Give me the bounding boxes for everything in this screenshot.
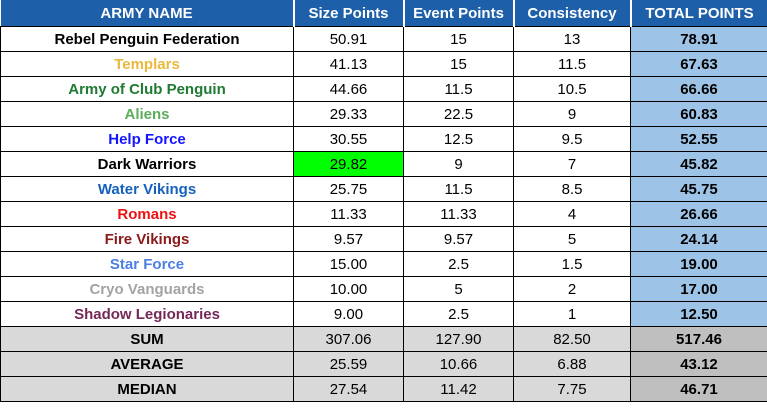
event-points-cell: 5 xyxy=(403,276,514,302)
total-points-cell: 78.91 xyxy=(630,26,767,52)
total-points-cell: 67.63 xyxy=(630,51,767,77)
army-name-cell: Help Force xyxy=(0,126,294,152)
header-army-name: ARMY NAME xyxy=(0,0,295,27)
header-event-points: Event Points xyxy=(402,0,515,27)
size-points-cell: 41.13 xyxy=(293,51,404,77)
consistency-cell: 13 xyxy=(513,26,631,52)
summary-size-points-cell: 307.06 xyxy=(293,326,404,352)
table-row: Fire Vikings 9.57 9.57 5 24.14 xyxy=(0,226,767,252)
event-points-cell: 22.5 xyxy=(403,101,514,127)
army-name-cell: Romans xyxy=(0,201,294,227)
army-name-cell: Fire Vikings xyxy=(0,226,294,252)
army-name-cell: Aliens xyxy=(0,101,294,127)
event-points-cell: 11.5 xyxy=(403,76,514,102)
summary-consistency-cell: 6.88 xyxy=(513,351,631,377)
summary-total-points-cell: 517.46 xyxy=(630,326,767,352)
summary-size-points-cell: 25.59 xyxy=(293,351,404,377)
consistency-cell: 4 xyxy=(513,201,631,227)
size-points-cell: 44.66 xyxy=(293,76,404,102)
summary-total-points-cell: 43.12 xyxy=(630,351,767,377)
total-points-cell: 12.50 xyxy=(630,301,767,327)
table-row: Water Vikings 25.75 11.5 8.5 45.75 xyxy=(0,176,767,202)
event-points-cell: 15 xyxy=(403,51,514,77)
table-row: Dark Warriors 29.82 9 7 45.82 xyxy=(0,151,767,177)
table-row: Aliens 29.33 22.5 9 60.83 xyxy=(0,101,767,127)
army-name-cell: Dark Warriors xyxy=(0,151,294,177)
army-name-cell: Rebel Penguin Federation xyxy=(0,26,294,52)
table-row: Shadow Legionaries 9.00 2.5 1 12.50 xyxy=(0,301,767,327)
summary-row-sum: SUM 307.06 127.90 82.50 517.46 xyxy=(0,326,767,352)
summary-label-cell: AVERAGE xyxy=(0,351,294,377)
summary-label-cell: SUM xyxy=(0,326,294,352)
summary-event-points-cell: 127.90 xyxy=(403,326,514,352)
consistency-cell: 11.5 xyxy=(513,51,631,77)
consistency-cell: 2 xyxy=(513,276,631,302)
event-points-cell: 2.5 xyxy=(403,251,514,277)
size-points-cell: 15.00 xyxy=(293,251,404,277)
total-points-cell: 26.66 xyxy=(630,201,767,227)
event-points-cell: 9 xyxy=(403,151,514,177)
table-row: Cryo Vanguards 10.00 5 2 17.00 xyxy=(0,276,767,302)
size-points-cell: 50.91 xyxy=(293,26,404,52)
total-points-cell: 19.00 xyxy=(630,251,767,277)
summary-size-points-cell: 27.54 xyxy=(293,376,404,402)
army-name-cell: Cryo Vanguards xyxy=(0,276,294,302)
size-points-cell: 25.75 xyxy=(293,176,404,202)
consistency-cell: 8.5 xyxy=(513,176,631,202)
table-row: Romans 11.33 11.33 4 26.66 xyxy=(0,201,767,227)
consistency-cell: 9.5 xyxy=(513,126,631,152)
army-name-cell: Army of Club Penguin xyxy=(0,76,294,102)
event-points-cell: 2.5 xyxy=(403,301,514,327)
header-row: ARMY NAME Size Points Event Points Consi… xyxy=(0,0,767,27)
size-points-cell: 10.00 xyxy=(293,276,404,302)
total-points-cell: 60.83 xyxy=(630,101,767,127)
summary-label-cell: MEDIAN xyxy=(0,376,294,402)
size-points-cell: 9.00 xyxy=(293,301,404,327)
table-row: Army of Club Penguin 44.66 11.5 10.5 66.66 xyxy=(0,76,767,102)
table-row: Templars 41.13 15 11.5 67.63 xyxy=(0,51,767,77)
event-points-cell: 11.5 xyxy=(403,176,514,202)
event-points-cell: 9.57 xyxy=(403,226,514,252)
table-row: Star Force 15.00 2.5 1.5 19.00 xyxy=(0,251,767,277)
total-points-cell: 66.66 xyxy=(630,76,767,102)
size-points-cell: 30.55 xyxy=(293,126,404,152)
summary-consistency-cell: 7.75 xyxy=(513,376,631,402)
total-points-cell: 45.75 xyxy=(630,176,767,202)
summary-event-points-cell: 10.66 xyxy=(403,351,514,377)
army-name-cell: Shadow Legionaries xyxy=(0,301,294,327)
consistency-cell: 1.5 xyxy=(513,251,631,277)
header-size-points: Size Points xyxy=(292,0,405,27)
consistency-cell: 5 xyxy=(513,226,631,252)
event-points-cell: 15 xyxy=(403,26,514,52)
summary-consistency-cell: 82.50 xyxy=(513,326,631,352)
consistency-cell: 7 xyxy=(513,151,631,177)
size-points-cell: 29.33 xyxy=(293,101,404,127)
army-name-cell: Water Vikings xyxy=(0,176,294,202)
event-points-cell: 12.5 xyxy=(403,126,514,152)
consistency-cell: 1 xyxy=(513,301,631,327)
total-points-cell: 52.55 xyxy=(630,126,767,152)
consistency-cell: 10.5 xyxy=(513,76,631,102)
total-points-cell: 17.00 xyxy=(630,276,767,302)
total-points-cell: 24.14 xyxy=(630,226,767,252)
total-points-cell: 45.82 xyxy=(630,151,767,177)
army-name-cell: Templars xyxy=(0,51,294,77)
size-points-cell: 11.33 xyxy=(293,201,404,227)
summary-row-median: MEDIAN 27.54 11.42 7.75 46.71 xyxy=(0,376,767,402)
army-name-cell: Star Force xyxy=(0,251,294,277)
header-consistency: Consistency xyxy=(512,0,632,27)
consistency-cell: 9 xyxy=(513,101,631,127)
table-row: Rebel Penguin Federation 50.91 15 13 78.91 xyxy=(0,26,767,52)
size-points-cell: 9.57 xyxy=(293,226,404,252)
event-points-cell: 11.33 xyxy=(403,201,514,227)
summary-row-average: AVERAGE 25.59 10.66 6.88 43.12 xyxy=(0,351,767,377)
summary-event-points-cell: 11.42 xyxy=(403,376,514,402)
highlighted-size-points-cell: 29.82 xyxy=(293,151,404,177)
header-total-points: TOTAL POINTS xyxy=(629,0,767,27)
summary-total-points-cell: 46.71 xyxy=(630,376,767,402)
table-row: Help Force 30.55 12.5 9.5 52.55 xyxy=(0,126,767,152)
